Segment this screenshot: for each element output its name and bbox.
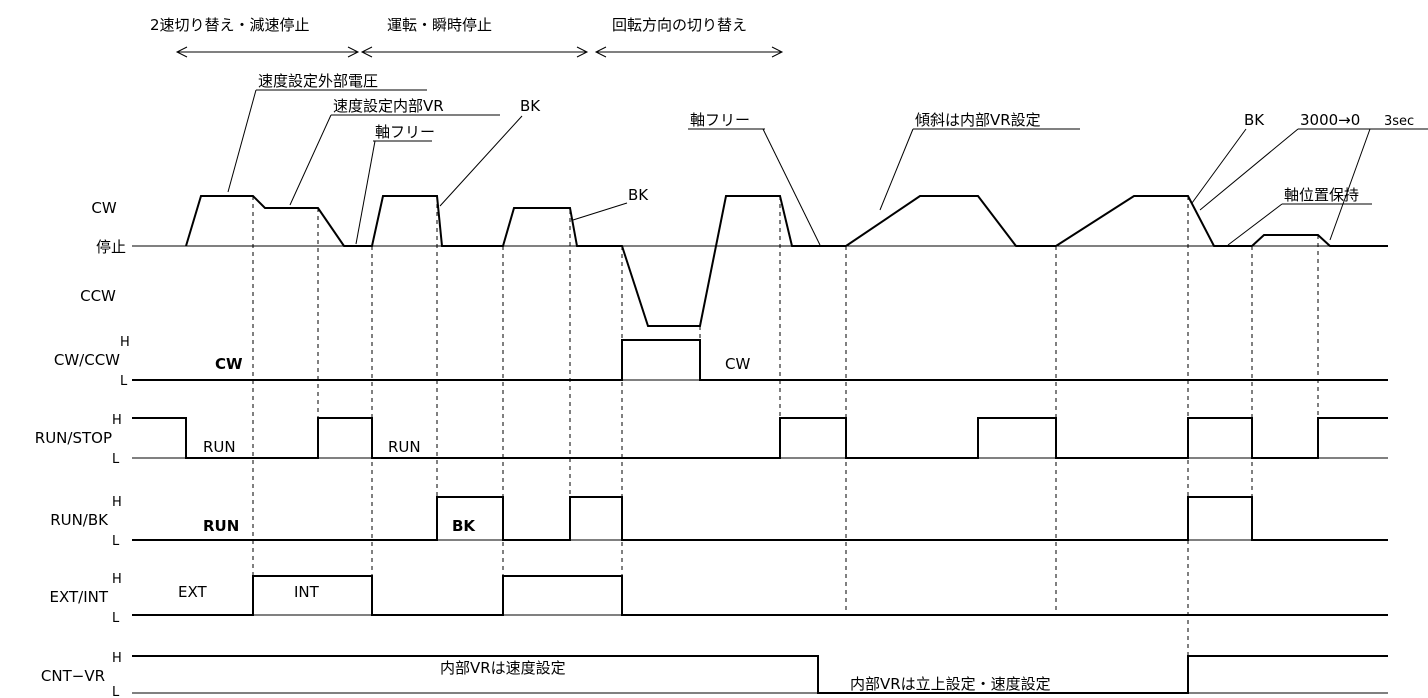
speed-waveform <box>185 195 1388 327</box>
phase-label-speed-switch: 2速切り替え・減速停止 <box>150 16 310 34</box>
pointer-decel-1 <box>1199 128 1299 211</box>
cntvr-state-1: 内部VRは速度設定 <box>440 659 566 677</box>
annotation-external-voltage: 速度設定外部電圧 <box>258 72 378 90</box>
phase-arrow-speed-switch <box>175 46 360 58</box>
annotation-bk-1: BK <box>520 97 541 115</box>
annotation-decel-time: 3sec <box>1384 114 1414 129</box>
extint-l: L <box>112 611 120 626</box>
pointer-bk-1 <box>439 115 523 207</box>
runbk-state-1: RUN <box>203 517 239 535</box>
cwccw-waveform <box>132 339 1388 381</box>
pointer-shaft-free-1 <box>355 140 376 245</box>
extint-label: EXT/INT <box>49 588 108 606</box>
annotation-shaft-free-2: 軸フリー <box>690 111 750 129</box>
cntvr-l: L <box>112 685 120 698</box>
pointer-internal-vr <box>289 114 332 206</box>
runstop-state-2: RUN <box>388 438 421 456</box>
annotation-internal-vr: 速度設定内部VR <box>333 97 444 115</box>
runbk-label: RUN/BK <box>50 511 109 529</box>
runbk-waveform <box>132 496 1388 541</box>
pointer-bk-3 <box>1191 128 1247 204</box>
runbk-l: L <box>112 534 120 549</box>
runstop-l: L <box>112 452 120 467</box>
speed-label-cw: CW <box>91 199 116 217</box>
speed-label-ccw: CCW <box>80 287 116 305</box>
cwccw-state-1: CW <box>215 355 243 373</box>
runbk-h: H <box>112 495 122 510</box>
extint-state-1: EXT <box>178 583 207 601</box>
runstop-waveform <box>132 417 1388 459</box>
time-guides <box>252 196 1319 658</box>
phase-label-direction: 回転方向の切り替え <box>612 16 747 34</box>
annotation-bk-2: BK <box>628 186 649 204</box>
extint-h: H <box>112 572 122 587</box>
pointer-bk-2 <box>572 202 628 221</box>
cwccw-l: L <box>120 374 128 389</box>
runstop-state-1: RUN <box>203 438 236 456</box>
pointer-position-hold <box>1227 203 1283 246</box>
extint-state-2: INT <box>294 583 320 601</box>
phase-arrow-run-stop <box>360 46 589 58</box>
speed-label-stop: 停止 <box>96 238 126 256</box>
pointer-decel-2 <box>1329 128 1371 241</box>
pointer-external-voltage <box>227 89 257 193</box>
annotation-slope-internal-vr: 傾斜は内部VR設定 <box>915 111 1041 129</box>
runbk-state-2: BK <box>452 517 476 535</box>
cntvr-h: H <box>112 651 122 666</box>
annotation-position-hold: 軸位置保持 <box>1284 186 1359 204</box>
annotation-bk-3: BK <box>1244 111 1265 129</box>
phase-label-run-stop: 運転・瞬時停止 <box>387 16 492 34</box>
runstop-h: H <box>112 413 122 428</box>
cwccw-state-2: CW <box>725 355 750 373</box>
cntvr-waveform <box>132 655 1388 694</box>
pointer-slope-internal-vr <box>879 128 914 211</box>
cntvr-state-2: 内部VRは立上設定・速度設定 <box>850 675 1051 693</box>
annotation-decel-speed: 3000→0 <box>1300 111 1360 129</box>
annotation-shaft-free-1: 軸フリー <box>375 123 435 141</box>
extint-waveform <box>132 575 1388 616</box>
phase-arrow-direction <box>594 46 784 58</box>
cwccw-label: CW/CCW <box>54 351 120 369</box>
runstop-label: RUN/STOP <box>35 429 112 447</box>
pointer-shaft-free-2 <box>762 128 821 246</box>
cwccw-h: H <box>120 335 130 350</box>
cntvr-label: CNT−VR <box>41 667 105 685</box>
